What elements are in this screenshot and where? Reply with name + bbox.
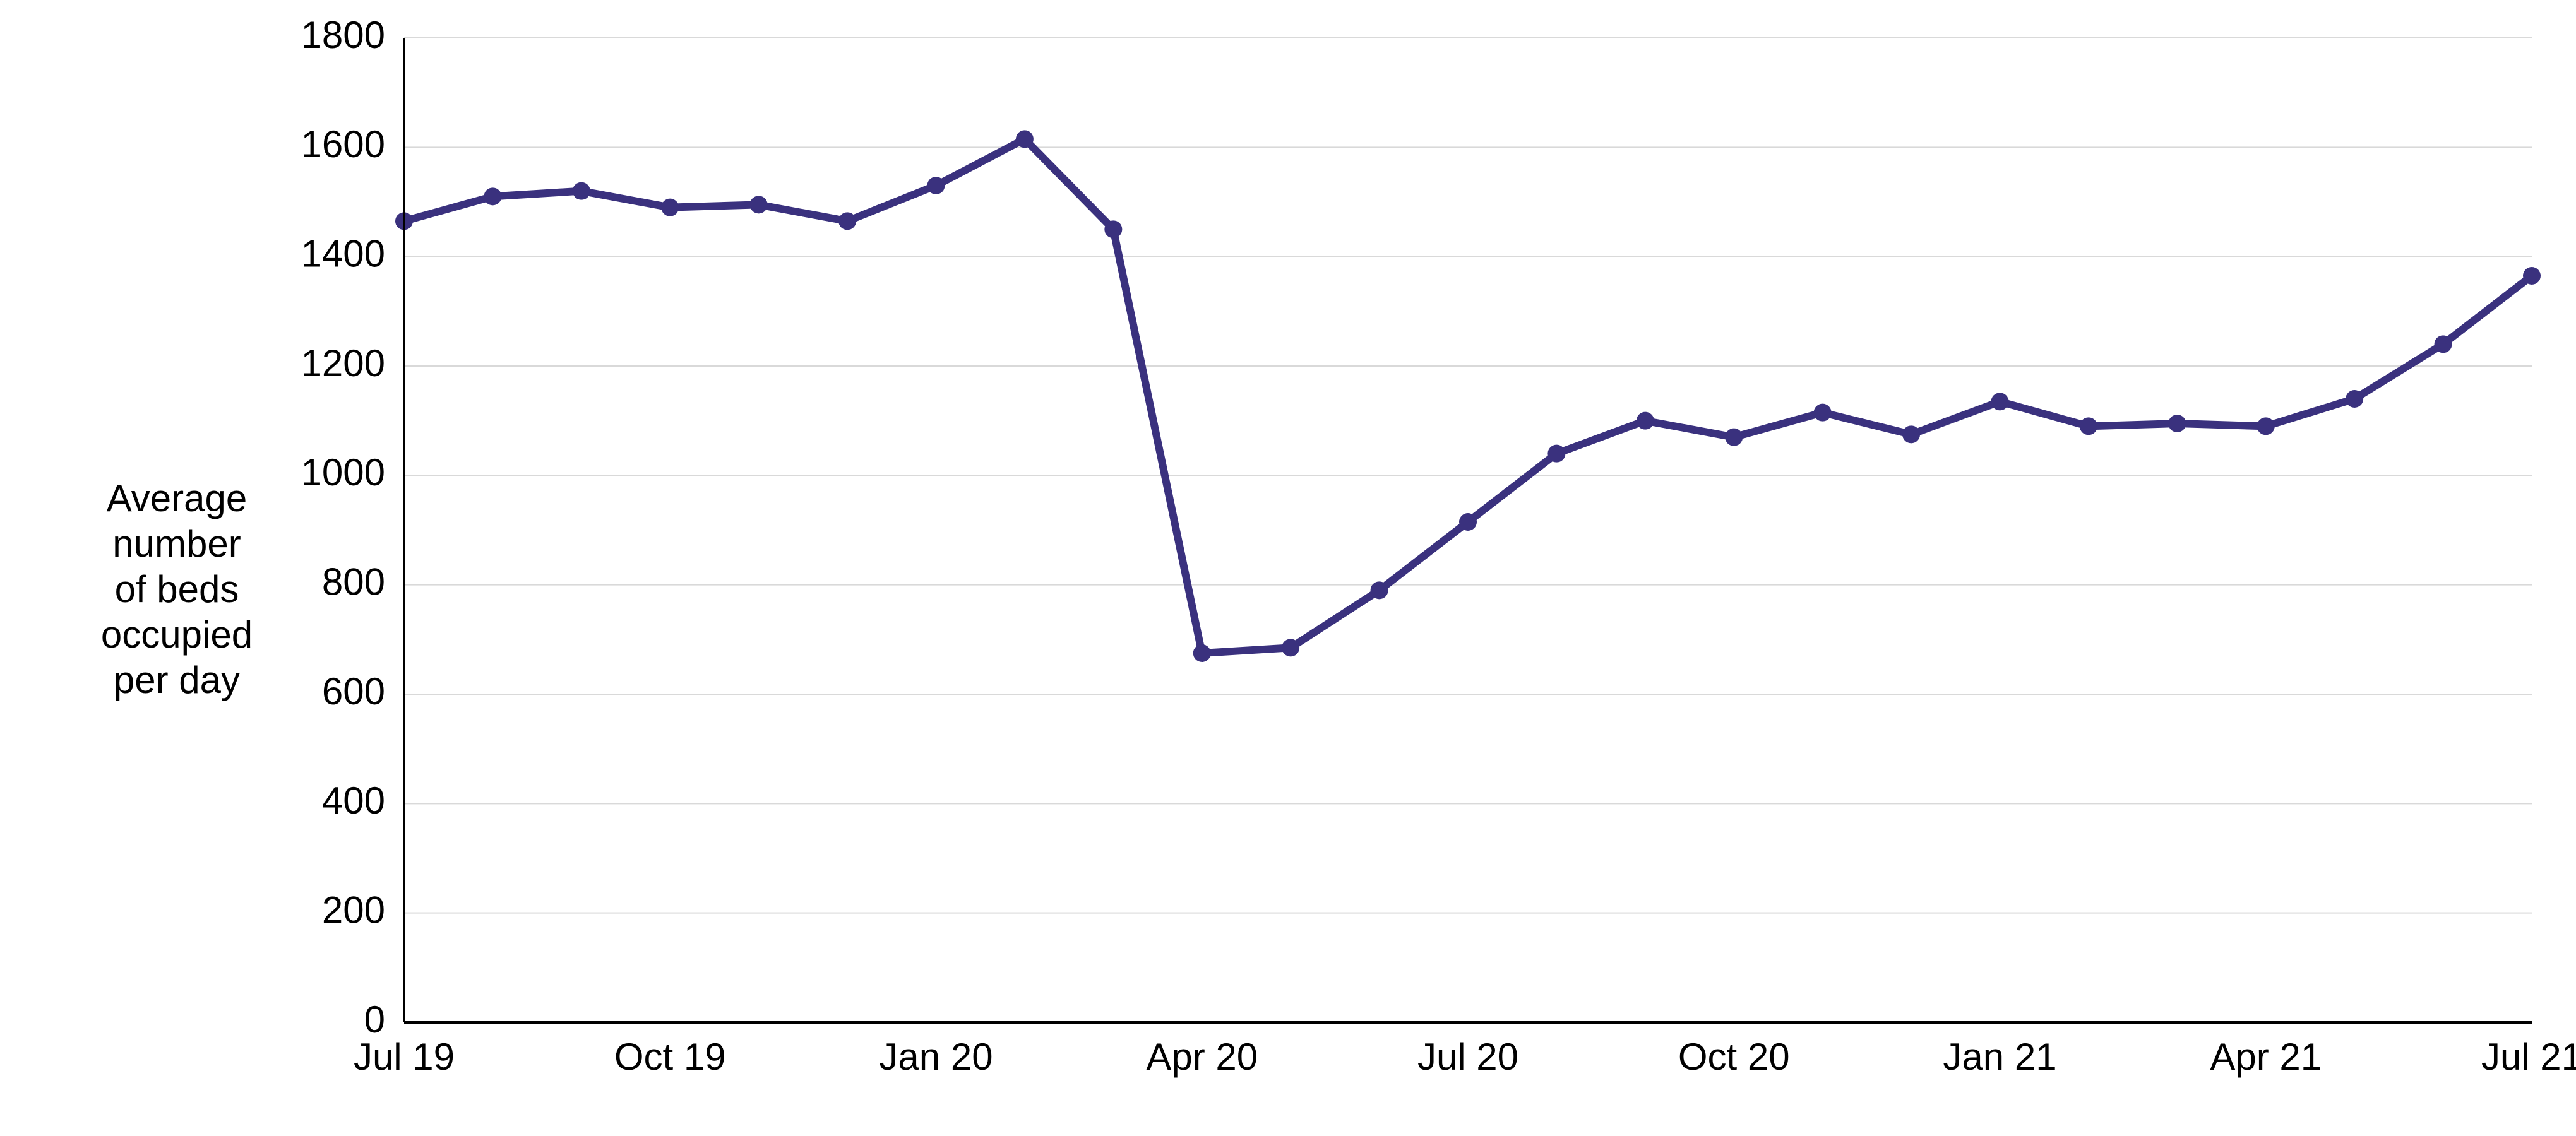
- x-tick-label: Jul 19: [354, 1036, 455, 1078]
- x-tick-label: Jul 20: [1417, 1036, 1518, 1078]
- y-tick-label: 200: [322, 889, 385, 932]
- data-marker: [1637, 412, 1654, 430]
- data-marker: [2346, 390, 2363, 408]
- data-marker: [1371, 581, 1388, 599]
- y-tick-label: 600: [322, 670, 385, 713]
- data-marker: [1016, 130, 1034, 148]
- y-axis-title-line: of beds: [115, 568, 239, 610]
- y-tick-label: 1400: [301, 233, 385, 275]
- x-tick-label: Jan 21: [1943, 1036, 2056, 1078]
- data-marker: [1282, 639, 1299, 656]
- x-tick-label: Jul 21: [2481, 1036, 2576, 1078]
- data-marker: [2257, 417, 2275, 435]
- y-tick-label: 1000: [301, 451, 385, 494]
- x-tick-label: Oct 19: [614, 1036, 726, 1078]
- data-marker: [927, 177, 945, 194]
- data-marker: [2435, 335, 2452, 353]
- x-tick-label: Apr 20: [1146, 1036, 1258, 1078]
- data-marker: [1725, 429, 1743, 446]
- x-tick-labels: Jul 19 Oct 19 Jan 20 Apr 20 Jul 20 Oct 20 Jan …: [354, 1036, 2576, 1078]
- y-axis-title-line: Average: [107, 477, 247, 519]
- data-marker: [2080, 417, 2097, 435]
- y-tick-label: 0: [364, 998, 385, 1041]
- x-tick-label: Apr 21: [2210, 1036, 2322, 1078]
- y-axis-title-line: number: [112, 523, 241, 565]
- data-marker: [484, 187, 501, 205]
- data-marker: [1814, 404, 1832, 422]
- data-marker: [1104, 220, 1122, 238]
- data-marker: [661, 199, 679, 216]
- data-marker: [1902, 425, 1920, 443]
- y-tick-label: 1800: [301, 14, 385, 56]
- x-tick-label: Jan 20: [879, 1036, 993, 1078]
- y-tick-label: 400: [322, 779, 385, 822]
- data-marker: [1193, 644, 1211, 662]
- data-marker: [838, 212, 856, 230]
- y-axis-title: Averagenumberof bedsoccupiedper day: [101, 477, 253, 701]
- data-marker: [1459, 513, 1477, 531]
- y-tick-label: 1200: [301, 342, 385, 384]
- y-axis-title-line: occupied: [101, 613, 253, 656]
- data-marker: [1547, 445, 1565, 463]
- beds-occupied-line-chart: 0 200 400 600 800 1000 1200 1400 1600 1800 Jul 19 O…: [0, 0, 2576, 1136]
- y-axis-title-line: per day: [114, 659, 240, 701]
- y-tick-label: 800: [322, 561, 385, 603]
- data-marker: [2168, 415, 2186, 432]
- x-tick-label: Oct 20: [1678, 1036, 1790, 1078]
- y-tick-label: 1600: [301, 123, 385, 165]
- data-marker: [573, 182, 590, 200]
- chart-container: 0 200 400 600 800 1000 1200 1400 1600 1800 Jul 19 O…: [0, 0, 2576, 1136]
- data-marker: [1991, 393, 2009, 410]
- data-marker: [750, 196, 768, 213]
- data-marker: [2523, 267, 2541, 285]
- chart-background: [0, 0, 2576, 1136]
